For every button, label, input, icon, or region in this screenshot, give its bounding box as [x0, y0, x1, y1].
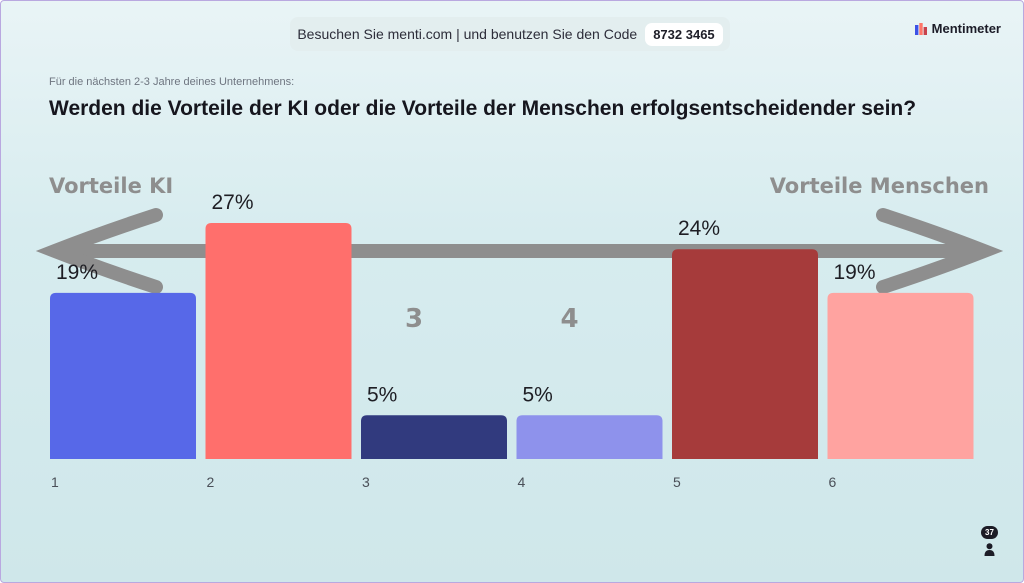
value-label-3: 5% — [367, 383, 397, 406]
value-label-5: 24% — [678, 217, 720, 240]
scale-label-middle-4: 4 — [560, 304, 578, 334]
mentimeter-logo: Mentimeter — [914, 21, 1001, 36]
scale-label-left: Vorteile KI — [49, 174, 173, 198]
category-label-2: 2 — [207, 474, 215, 490]
arrow-head-right — [876, 208, 1004, 294]
bar-2 — [205, 223, 352, 459]
bar-6 — [827, 292, 974, 459]
bar-4 — [516, 415, 663, 459]
participant-counter[interactable]: 37 — [979, 526, 1001, 560]
join-text: Besuchen Sie menti.com | und benutzen Si… — [297, 26, 638, 42]
category-label-6: 6 — [829, 474, 837, 490]
mentimeter-logo-icon — [914, 22, 927, 35]
slide-question: Werden die Vorteile der KI oder die Vort… — [49, 97, 917, 120]
join-instructions-bar: Besuchen Sie menti.com | und benutzen Si… — [290, 17, 730, 51]
bar-5 — [672, 249, 818, 459]
bar-1 — [50, 292, 196, 459]
category-label-5: 5 — [673, 474, 681, 490]
participant-count-badge: 37 — [981, 526, 998, 539]
brand-name: Mentimeter — [931, 21, 1001, 36]
category-label-4: 4 — [518, 474, 526, 490]
person-icon — [984, 543, 995, 556]
value-label-1: 19% — [56, 261, 98, 284]
bar-3 — [361, 415, 507, 459]
value-label-4: 5% — [523, 383, 553, 406]
value-label-2: 27% — [212, 191, 254, 214]
voting-code: 8732 3465 — [645, 22, 723, 46]
category-label-3: 3 — [362, 474, 370, 490]
slide-subtitle: Für die nächsten 2-3 Jahre deines Untern… — [49, 76, 295, 88]
arrow-head-left — [35, 208, 163, 294]
category-label-1: 1 — [51, 474, 59, 490]
scale-label-right: Vorteile Menschen — [770, 174, 989, 198]
scale-label-middle-3: 3 — [405, 304, 423, 334]
value-label-6: 19% — [834, 261, 876, 284]
